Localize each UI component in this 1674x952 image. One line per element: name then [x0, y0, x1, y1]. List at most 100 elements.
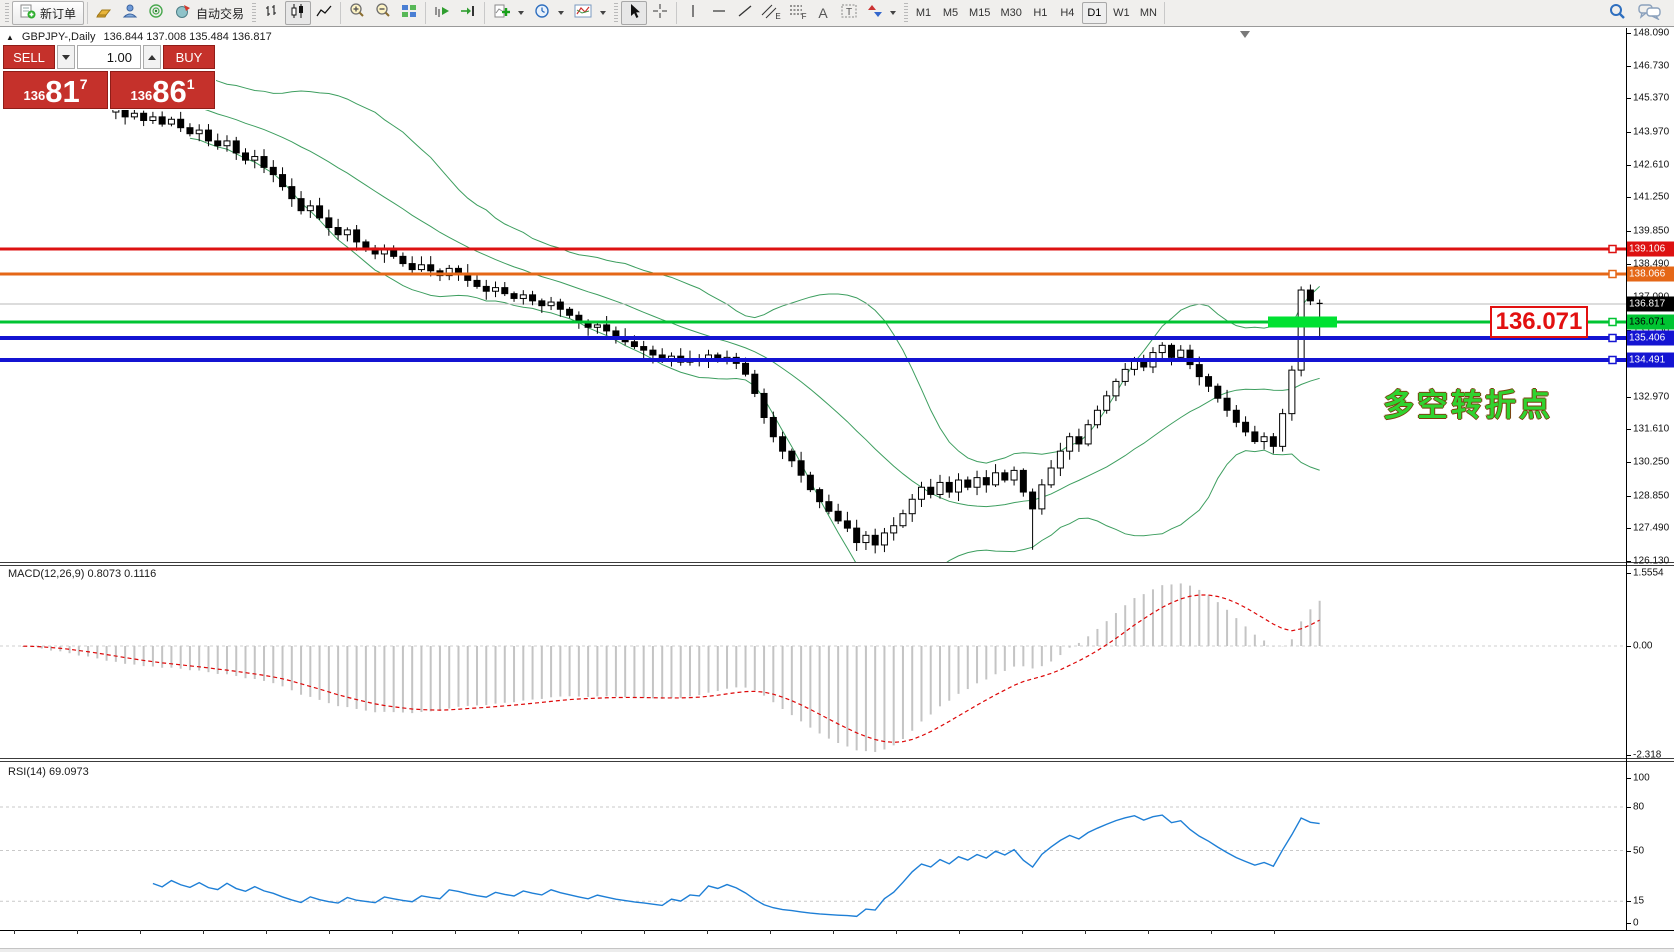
text-label-button[interactable]: T: [836, 1, 862, 25]
line-chart-button[interactable]: [311, 1, 337, 25]
chart-shift-marker-icon[interactable]: [1240, 31, 1250, 38]
timeframe-button-H4[interactable]: H4: [1060, 7, 1075, 19]
date-tick: [1274, 930, 1275, 934]
toolbar-grip[interactable]: [252, 3, 257, 23]
profiles-button[interactable]: [117, 1, 143, 25]
timeframe-button-MN[interactable]: MN: [1139, 7, 1157, 19]
channel-icon: [761, 3, 777, 24]
macd-panel[interactable]: [0, 566, 1626, 758]
zoom-in-button[interactable]: [344, 1, 370, 25]
date-tick: [140, 930, 141, 934]
price-tick: [1627, 98, 1631, 100]
buy-button[interactable]: BUY: [163, 45, 215, 69]
toolbar-grip[interactable]: [5, 3, 9, 23]
level-price-badge: 139.106: [1627, 241, 1674, 257]
arrows-button[interactable]: [862, 1, 901, 25]
signal-icon: [147, 3, 165, 24]
macd-tick: [1627, 754, 1631, 756]
date-tick: [1085, 930, 1086, 934]
volume-input[interactable]: 1.00: [77, 45, 141, 69]
date-tick: [392, 930, 393, 934]
price-tick: [1627, 231, 1631, 233]
turning-point-annotation[interactable]: 多空转折点: [1383, 388, 1553, 423]
text-label-icon: T: [840, 3, 858, 24]
zoom-out-button[interactable]: [370, 1, 396, 25]
dropdown-caret: [600, 11, 607, 15]
tile-windows-button[interactable]: [396, 1, 422, 25]
toolbar-grip[interactable]: [614, 3, 619, 23]
collapse-triangle-icon[interactable]: ▲: [6, 32, 14, 42]
svg-text:T: T: [846, 7, 852, 18]
chart-shift-icon: [459, 3, 477, 24]
rsi-panel[interactable]: [0, 762, 1626, 930]
bar-chart-button[interactable]: [259, 1, 285, 25]
auto-scroll-button[interactable]: [429, 1, 455, 25]
timeframe-button-M5[interactable]: M5: [942, 7, 959, 19]
panel-separator[interactable]: [0, 758, 1674, 762]
tile-windows-icon: [400, 3, 418, 24]
timeframe-button-M15[interactable]: M15: [969, 7, 991, 19]
buy-price-big: 86: [152, 73, 187, 109]
timeframe-button-H1[interactable]: H1: [1033, 7, 1048, 19]
signals-button[interactable]: [143, 1, 169, 25]
price-tick-label: 132.970: [1633, 391, 1670, 403]
periods-button[interactable]: [529, 1, 569, 25]
status-strip: [0, 948, 1674, 952]
fibonacci-button[interactable]: F: [784, 1, 810, 25]
indicators-button[interactable]: [488, 1, 529, 25]
price-tick-label: 135.730: [1633, 325, 1669, 336]
user-icon: [121, 3, 139, 24]
timeframe-button-M30[interactable]: M30: [1000, 7, 1022, 19]
volume-increase-button[interactable]: [143, 45, 161, 69]
chart-shift-button[interactable]: [455, 1, 481, 25]
price-tick: [1627, 528, 1631, 530]
fibonacci-sub-label: F: [801, 12, 807, 21]
new-order-label: 新订单: [40, 6, 77, 21]
vertical-line-button[interactable]: [680, 1, 706, 25]
timeframe-button-M1[interactable]: M1: [915, 7, 932, 19]
level-price-badge: 134.491: [1627, 352, 1674, 368]
date-tick: [455, 930, 456, 934]
price-chart[interactable]: [0, 28, 1626, 563]
chat-icon[interactable]: [1638, 2, 1662, 25]
candlestick-chart-button[interactable]: [285, 1, 312, 25]
toolbar-grip[interactable]: [904, 3, 909, 23]
buy-price-main: 136: [130, 88, 153, 103]
macd-tick: [1627, 646, 1631, 647]
trendline-button[interactable]: [732, 1, 758, 25]
price-tick: [1627, 132, 1631, 134]
templates-button[interactable]: [569, 1, 611, 25]
timeframe-button-D1[interactable]: D1: [1081, 2, 1107, 24]
rsi-tick-label: 15: [1633, 895, 1645, 907]
crosshair-button[interactable]: [647, 1, 673, 25]
search-icon[interactable]: [1608, 2, 1628, 25]
cursor-icon: [626, 3, 642, 24]
date-tick: [896, 930, 897, 934]
date-tick: [644, 930, 645, 934]
auto-trading-button[interactable]: 自动交易: [169, 1, 249, 25]
buy-price-pips: 1: [186, 76, 195, 92]
equidistant-channel-button[interactable]: E: [758, 1, 784, 25]
volume-decrease-button[interactable]: [57, 45, 75, 69]
price-callout-label[interactable]: 136.071: [1490, 305, 1588, 338]
text-button[interactable]: A: [810, 1, 836, 25]
cursor-button[interactable]: [621, 1, 648, 25]
sell-price-main: 136: [23, 88, 46, 103]
price-tick-label: 126.130: [1633, 555, 1670, 567]
date-tick: [959, 930, 960, 934]
clock-icon: [534, 3, 551, 24]
sell-button[interactable]: SELL: [3, 45, 55, 69]
symbol-ohlc: 136.844 137.008 135.484 136.817: [103, 31, 272, 43]
one-click-trade-panel: SELL 1.00 BUY 136 81 7 136 86 1: [2, 44, 216, 110]
horizontal-line-button[interactable]: [706, 1, 732, 25]
market-watch-button[interactable]: [91, 1, 117, 25]
timeframe-button-W1[interactable]: W1: [1113, 7, 1130, 19]
rsi-tick-label: 80: [1633, 801, 1645, 813]
new-order-icon: [20, 3, 36, 24]
price-tick-label: 131.610: [1633, 423, 1670, 435]
new-order-button[interactable]: 新订单: [12, 1, 85, 25]
date-tick: [77, 930, 78, 934]
sell-price-display[interactable]: 136 81 7: [3, 71, 108, 109]
buy-price-display[interactable]: 136 86 1: [110, 71, 215, 109]
panel-separator[interactable]: [0, 562, 1674, 566]
